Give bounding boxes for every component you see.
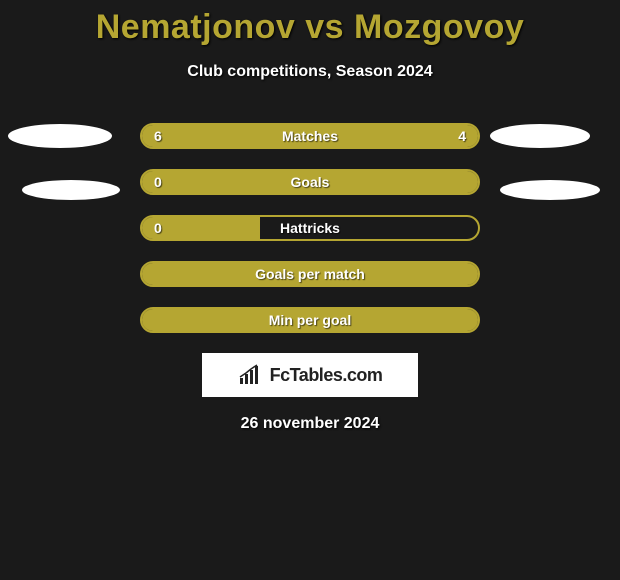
chart-icon <box>238 364 264 386</box>
stat-right-value: 4 <box>458 128 466 144</box>
stat-left-value: 0 <box>154 220 162 236</box>
stat-label: Goals per match <box>255 266 365 282</box>
decorative-ellipse <box>500 180 600 200</box>
stat-label: Hattricks <box>280 220 340 236</box>
stat-left-value: 6 <box>154 128 162 144</box>
brand-badge: FcTables.com <box>202 353 418 397</box>
stat-label: Matches <box>282 128 338 144</box>
stat-row: 0 Goals <box>140 169 480 195</box>
page-title: Nematjonov vs Mozgovoy <box>0 0 620 47</box>
decorative-ellipse <box>8 124 112 148</box>
stat-label: Goals <box>291 174 330 190</box>
brand-badge-text: FcTables.com <box>270 365 383 386</box>
date-text: 26 november 2024 <box>0 415 620 433</box>
stats-container: 6 Matches 4 0 Goals 0 Hattricks Goals per match… <box>140 123 480 333</box>
stat-row: 6 Matches 4 <box>140 123 480 149</box>
decorative-ellipse <box>22 180 120 200</box>
stat-row: Min per goal <box>140 307 480 333</box>
stat-row: 0 Hattricks <box>140 215 480 241</box>
stat-row: Goals per match <box>140 261 480 287</box>
stat-left-value: 0 <box>154 174 162 190</box>
stat-label: Min per goal <box>269 312 351 328</box>
page-subtitle: Club competitions, Season 2024 <box>0 63 620 81</box>
decorative-ellipse <box>490 124 590 148</box>
